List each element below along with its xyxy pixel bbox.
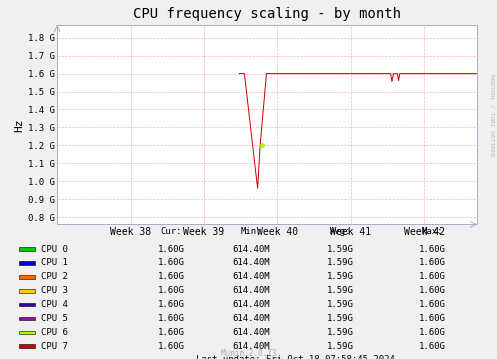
Text: 1.60G: 1.60G <box>419 272 446 281</box>
Text: CPU 1: CPU 1 <box>41 258 68 267</box>
Text: 1.59G: 1.59G <box>327 341 354 351</box>
Text: 614.40M: 614.40M <box>232 341 270 351</box>
Bar <box>19 261 35 265</box>
Text: 1.59G: 1.59G <box>327 328 354 337</box>
Text: 1.60G: 1.60G <box>158 328 185 337</box>
Text: 1.60G: 1.60G <box>158 314 185 323</box>
Text: 614.40M: 614.40M <box>232 328 270 337</box>
Bar <box>19 317 35 320</box>
Text: 1.59G: 1.59G <box>327 300 354 309</box>
Bar <box>19 303 35 307</box>
Text: 1.60G: 1.60G <box>158 258 185 267</box>
Text: 614.40M: 614.40M <box>232 244 270 253</box>
Text: 1.60G: 1.60G <box>158 244 185 253</box>
Text: 1.59G: 1.59G <box>327 314 354 323</box>
Bar <box>19 289 35 293</box>
Text: Min:: Min: <box>240 227 262 236</box>
Text: 1.60G: 1.60G <box>158 341 185 351</box>
Text: 614.40M: 614.40M <box>232 300 270 309</box>
Text: 1.59G: 1.59G <box>327 272 354 281</box>
Text: 1.60G: 1.60G <box>158 300 185 309</box>
Y-axis label: Hz: Hz <box>15 118 25 131</box>
Text: 1.60G: 1.60G <box>419 300 446 309</box>
Text: 1.60G: 1.60G <box>419 314 446 323</box>
Text: RRDTOOL / TOBI OETIKER: RRDTOOL / TOBI OETIKER <box>490 74 495 156</box>
Text: 614.40M: 614.40M <box>232 286 270 295</box>
Bar <box>19 247 35 251</box>
Text: 1.60G: 1.60G <box>419 244 446 253</box>
Text: 1.60G: 1.60G <box>419 258 446 267</box>
Text: Last update: Fri Oct 18 07:58:45 2024: Last update: Fri Oct 18 07:58:45 2024 <box>196 355 395 359</box>
Text: 1.60G: 1.60G <box>419 286 446 295</box>
Text: 614.40M: 614.40M <box>232 258 270 267</box>
Text: CPU 7: CPU 7 <box>41 341 68 351</box>
Bar <box>19 344 35 348</box>
Title: CPU frequency scaling - by month: CPU frequency scaling - by month <box>133 7 401 21</box>
Text: 1.59G: 1.59G <box>327 244 354 253</box>
Bar <box>19 275 35 279</box>
Text: CPU 4: CPU 4 <box>41 300 68 309</box>
Text: CPU 3: CPU 3 <box>41 286 68 295</box>
Text: CPU 0: CPU 0 <box>41 244 68 253</box>
Text: 614.40M: 614.40M <box>232 272 270 281</box>
Text: Munin 2.0.73: Munin 2.0.73 <box>221 349 276 358</box>
Text: 1.59G: 1.59G <box>327 258 354 267</box>
Text: 1.60G: 1.60G <box>419 341 446 351</box>
Text: Cur:: Cur: <box>161 227 182 236</box>
Bar <box>19 331 35 334</box>
Text: 1.60G: 1.60G <box>419 328 446 337</box>
Text: 614.40M: 614.40M <box>232 314 270 323</box>
Text: Avg:: Avg: <box>330 227 351 236</box>
Text: 1.60G: 1.60G <box>158 286 185 295</box>
Text: 1.60G: 1.60G <box>158 272 185 281</box>
Text: CPU 6: CPU 6 <box>41 328 68 337</box>
Text: CPU 2: CPU 2 <box>41 272 68 281</box>
Text: 1.59G: 1.59G <box>327 286 354 295</box>
Text: CPU 5: CPU 5 <box>41 314 68 323</box>
Text: Max:: Max: <box>421 227 443 236</box>
